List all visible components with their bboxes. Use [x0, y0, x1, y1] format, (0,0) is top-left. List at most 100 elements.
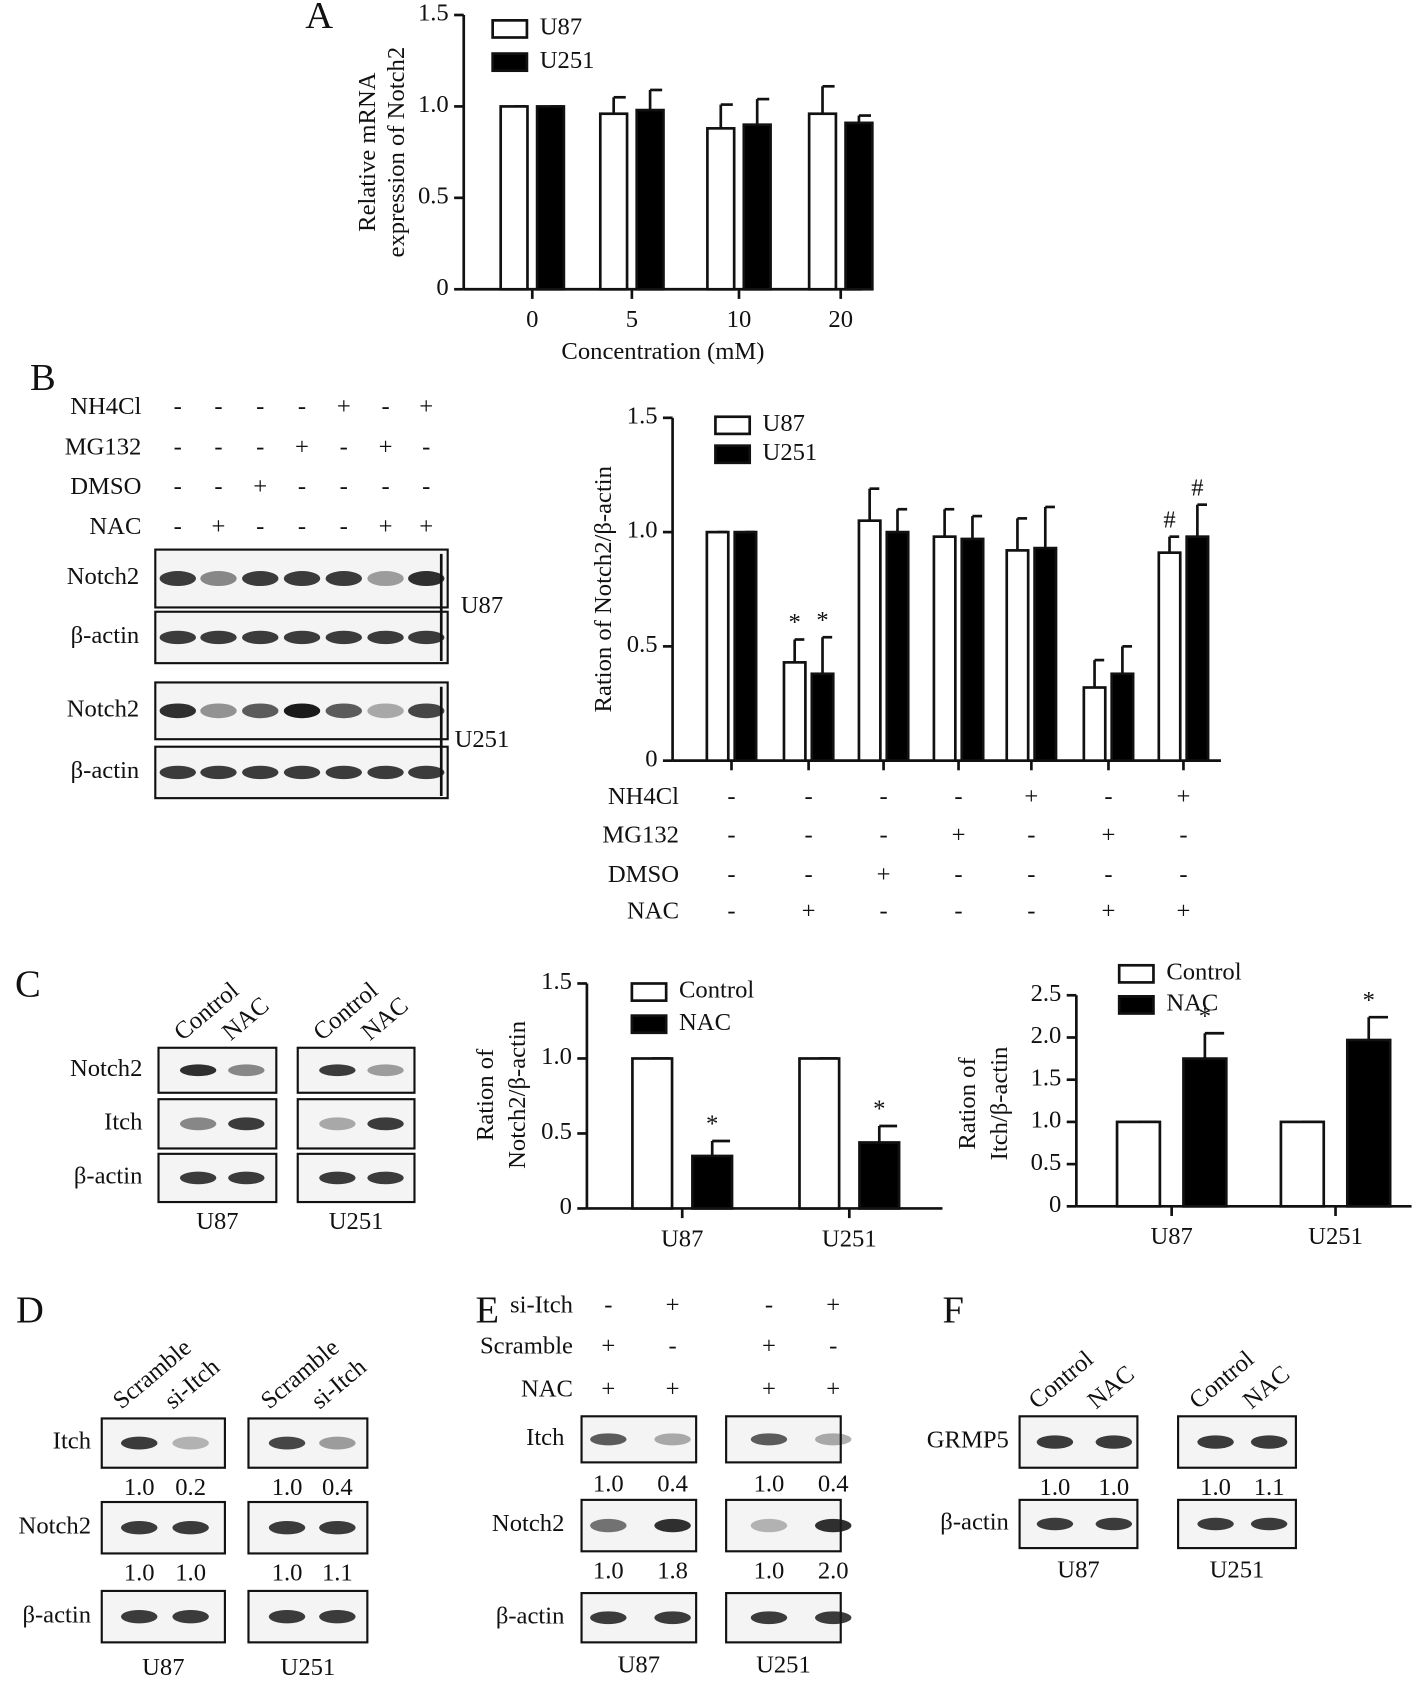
row-label: GRMP5: [927, 1427, 1009, 1454]
treatment-sign: +: [826, 1292, 840, 1319]
treatment-sign: -: [381, 473, 389, 500]
y-tick-label: 0: [645, 745, 657, 772]
row-label: Itch: [104, 1108, 142, 1135]
blot-band: [750, 1518, 788, 1533]
treatment-name: MG132: [602, 821, 679, 848]
treatment-sign: -: [805, 783, 813, 810]
cell-label: U251: [455, 726, 510, 753]
band-ratio: 0.4: [657, 1471, 688, 1498]
y-axis-label: Itch/β-actin: [986, 1047, 1013, 1161]
treatment-sign: -: [174, 513, 182, 540]
blot-band: [242, 630, 279, 645]
legend-label: NAC: [679, 1009, 731, 1036]
y-tick-label: 0.5: [627, 631, 658, 658]
y-tick-label: 0.5: [541, 1118, 572, 1145]
treatment-name: NH4Cl: [608, 783, 679, 810]
y-tick-label: 1.5: [1031, 1064, 1062, 1091]
legend-label: Control: [679, 977, 754, 1004]
blot-band: [179, 1117, 217, 1131]
treatment-sign: +: [253, 473, 267, 500]
blot-band: [283, 571, 321, 587]
treatment-sign: -: [954, 861, 962, 888]
treatment-sign: -: [340, 434, 348, 461]
x-tick-label: U87: [1150, 1223, 1192, 1250]
legend-swatch: [1117, 963, 1155, 984]
blot-band: [654, 1433, 691, 1446]
treatment-sign: -: [381, 393, 389, 420]
blot-band: [159, 630, 196, 645]
blot-band: [319, 1521, 356, 1535]
blot-band: [654, 1611, 691, 1625]
blot-band: [319, 1171, 356, 1185]
bar: [635, 108, 665, 291]
blot-band: [408, 703, 445, 719]
y-tick-label: 2.0: [1031, 1022, 1062, 1049]
treatment-name: MG132: [65, 434, 142, 461]
cell-label: U251: [1210, 1556, 1265, 1583]
blot-band: [319, 1117, 356, 1131]
treatment-sign: -: [256, 434, 264, 461]
row-label: Notch2: [19, 1512, 91, 1539]
blot-band: [200, 765, 237, 780]
row-label: Notch2: [70, 1055, 142, 1082]
blot-band: [283, 703, 321, 719]
bar: [733, 530, 758, 762]
significance-mark: *: [816, 607, 828, 634]
blot-band: [319, 1609, 356, 1624]
blot-band: [242, 703, 279, 719]
treatment-sign: -: [1179, 861, 1187, 888]
bar: [598, 112, 629, 291]
bar: [1345, 1038, 1392, 1208]
cell-label: U87: [196, 1208, 238, 1235]
legend-label: NAC: [1166, 990, 1218, 1017]
bar: [1279, 1120, 1326, 1208]
treatment-sign: -: [727, 897, 735, 924]
band-ratio: 1.0: [593, 1557, 624, 1584]
legend-swatch: [630, 1014, 668, 1035]
y-axis-label: expression of Notch2: [383, 47, 410, 258]
bar: [844, 121, 874, 291]
bar: [960, 537, 985, 762]
blot-band: [1250, 1517, 1288, 1531]
significance-mark: *: [789, 609, 801, 636]
blot-band: [1250, 1435, 1288, 1449]
treatment-sign: -: [879, 897, 887, 924]
y-tick-label: 1.0: [627, 517, 658, 544]
treatment-sign: -: [214, 434, 222, 461]
bar: [1182, 1057, 1228, 1208]
x-tick-label: U251: [822, 1225, 877, 1252]
blot-band: [121, 1436, 158, 1450]
row-label: β-actin: [71, 622, 140, 649]
y-axis-label: Ration of Notch2/β-actin: [590, 466, 617, 712]
x-tick-label: 20: [828, 306, 853, 333]
band-ratio: 1.0: [272, 1474, 303, 1501]
blot-band: [121, 1609, 158, 1624]
panel-label: B: [30, 357, 56, 399]
row-label: Itch: [53, 1428, 91, 1455]
legend-swatch: [1117, 995, 1155, 1015]
treatment-sign: +: [952, 821, 966, 848]
bar: [1033, 546, 1058, 762]
treatment-sign: -: [298, 393, 306, 420]
cell-label: U251: [329, 1208, 384, 1235]
blot-band: [268, 1609, 306, 1624]
treatment-sign: -: [668, 1332, 676, 1359]
blot-band: [319, 1436, 356, 1450]
blot-band: [1197, 1435, 1234, 1449]
blot-band: [268, 1521, 306, 1535]
treatment-name: Scramble: [480, 1332, 573, 1359]
panel-label: D: [16, 1289, 44, 1331]
blot-band: [1197, 1517, 1234, 1531]
row-label: β-actin: [940, 1509, 1009, 1536]
bar: [631, 1057, 674, 1210]
treatment-sign: +: [1177, 783, 1191, 810]
y-axis-label: Notch2/β-actin: [504, 1021, 531, 1169]
bar: [1185, 535, 1210, 762]
bar: [857, 519, 882, 762]
significance-mark: *: [1363, 987, 1375, 1014]
band-ratio: 1.0: [124, 1474, 155, 1501]
blot-band: [172, 1521, 209, 1535]
y-axis-label: Relative mRNA: [354, 72, 381, 232]
band-ratio: 1.0: [1098, 1474, 1129, 1501]
treatment-sign: -: [954, 783, 962, 810]
